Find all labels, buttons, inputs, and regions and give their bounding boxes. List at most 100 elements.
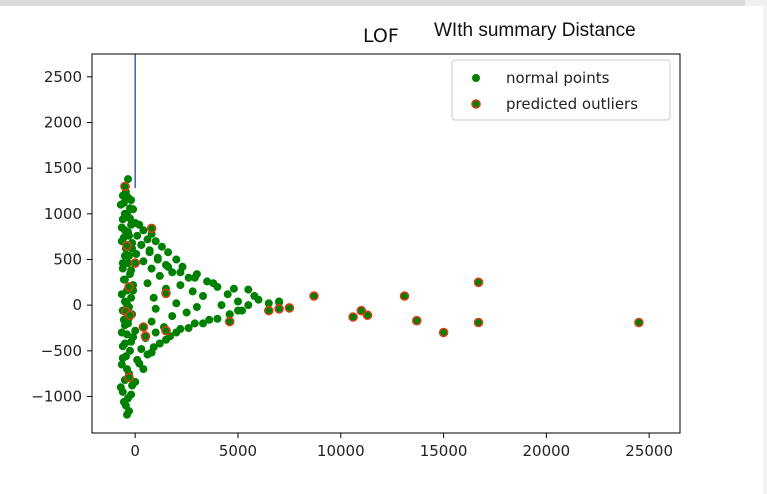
normal-point	[118, 354, 127, 363]
outlier-point	[224, 316, 235, 327]
normal-point	[119, 275, 128, 284]
normal-point	[229, 284, 238, 293]
normal-point	[129, 333, 138, 342]
normal-point	[172, 328, 181, 337]
normal-point	[157, 242, 166, 251]
legend-label-normal: normal points	[506, 69, 610, 87]
outlier-point	[411, 315, 422, 326]
legend-label-outlier: predicted outliers	[506, 95, 638, 113]
normal-point	[143, 279, 152, 288]
normal-point	[264, 299, 273, 308]
normal-point	[145, 248, 154, 257]
normal-point	[250, 292, 259, 300]
normal-point	[117, 360, 126, 369]
normal-point	[131, 377, 140, 386]
y-tick-label: 1000	[44, 205, 82, 223]
outlier-point	[274, 303, 284, 314]
normal-point	[234, 297, 242, 306]
normal-point	[118, 264, 127, 273]
y-tick-label: 1500	[44, 159, 82, 177]
outlier-point	[634, 317, 644, 328]
x-tick-label: 20000	[523, 442, 571, 460]
normal-point	[225, 310, 234, 319]
normal-point	[188, 287, 197, 296]
normal-point	[119, 198, 128, 207]
y-tick-label: 500	[53, 250, 82, 268]
normal-point	[118, 215, 127, 224]
y-tick-label: −1000	[31, 387, 82, 405]
normal-point	[153, 255, 162, 264]
x-tick-label: 25000	[625, 442, 673, 460]
outlier-point	[130, 258, 140, 268]
window-top-strip-right	[745, 0, 767, 6]
normal-point	[190, 273, 199, 282]
normal-point	[151, 237, 160, 246]
normal-point	[162, 335, 170, 344]
normal-point	[147, 317, 156, 326]
normal-point	[244, 301, 253, 310]
outlier-point	[356, 305, 367, 316]
normal-point	[213, 314, 222, 323]
normal-point	[184, 273, 193, 282]
normal-point	[120, 297, 129, 306]
legend: normal points predicted outliers	[451, 59, 671, 121]
outlier-point	[146, 223, 157, 234]
points-layer	[116, 175, 644, 419]
outlier-point	[124, 372, 134, 383]
normal-point	[132, 250, 141, 258]
outlier-point	[284, 303, 295, 313]
outlier-point	[122, 241, 132, 251]
normal-point	[143, 235, 152, 244]
normal-point	[164, 248, 173, 257]
y-tick-label: 2000	[44, 113, 82, 131]
outlier-point	[120, 181, 130, 192]
outlier-point	[348, 312, 358, 322]
normal-point	[127, 220, 136, 229]
normal-point	[155, 271, 164, 280]
normal-point	[182, 308, 191, 317]
normal-point	[199, 319, 207, 328]
normal-point	[124, 259, 132, 268]
normal-point	[168, 268, 177, 277]
y-tick-label: 2500	[44, 68, 82, 86]
normal-point	[126, 270, 134, 279]
outlier-point	[140, 331, 151, 342]
legend-marker-outlier	[471, 99, 481, 109]
x-tick-label: 15000	[420, 442, 468, 460]
legend-marker-normal	[472, 74, 480, 82]
normal-point	[155, 339, 164, 348]
normal-point	[135, 220, 144, 229]
outlier-point	[161, 325, 171, 336]
normal-point	[139, 365, 148, 374]
normal-point	[151, 328, 160, 337]
outlier-point	[263, 305, 274, 316]
normal-point	[209, 279, 218, 288]
x-tick-label: 10000	[317, 442, 365, 460]
normal-point	[119, 315, 128, 324]
normal-point	[172, 299, 181, 308]
normal-point	[133, 231, 142, 240]
normal-point	[205, 315, 214, 324]
legend-box	[451, 59, 671, 121]
normal-point	[126, 204, 134, 213]
window-right-edge	[763, 6, 767, 494]
outlier-point	[125, 310, 135, 321]
ticks-layer: 0 5000 10000 15000 20000 25000 −1000 −500 0 500 10…	[31, 68, 673, 460]
normal-point	[234, 306, 242, 315]
normal-point	[131, 326, 140, 335]
normal-point	[119, 397, 128, 406]
normal-point	[184, 324, 193, 332]
normal-point	[149, 343, 158, 352]
normal-point	[120, 251, 129, 260]
normal-point	[275, 298, 284, 307]
outlier-point	[399, 291, 410, 301]
outlier-point	[124, 282, 134, 292]
normal-point	[143, 350, 152, 359]
normal-point	[176, 268, 185, 277]
outlier-point	[362, 310, 373, 321]
normal-point	[192, 303, 201, 311]
normal-point	[123, 410, 131, 419]
window-top-strip	[0, 0, 767, 6]
normal-point	[164, 262, 173, 271]
